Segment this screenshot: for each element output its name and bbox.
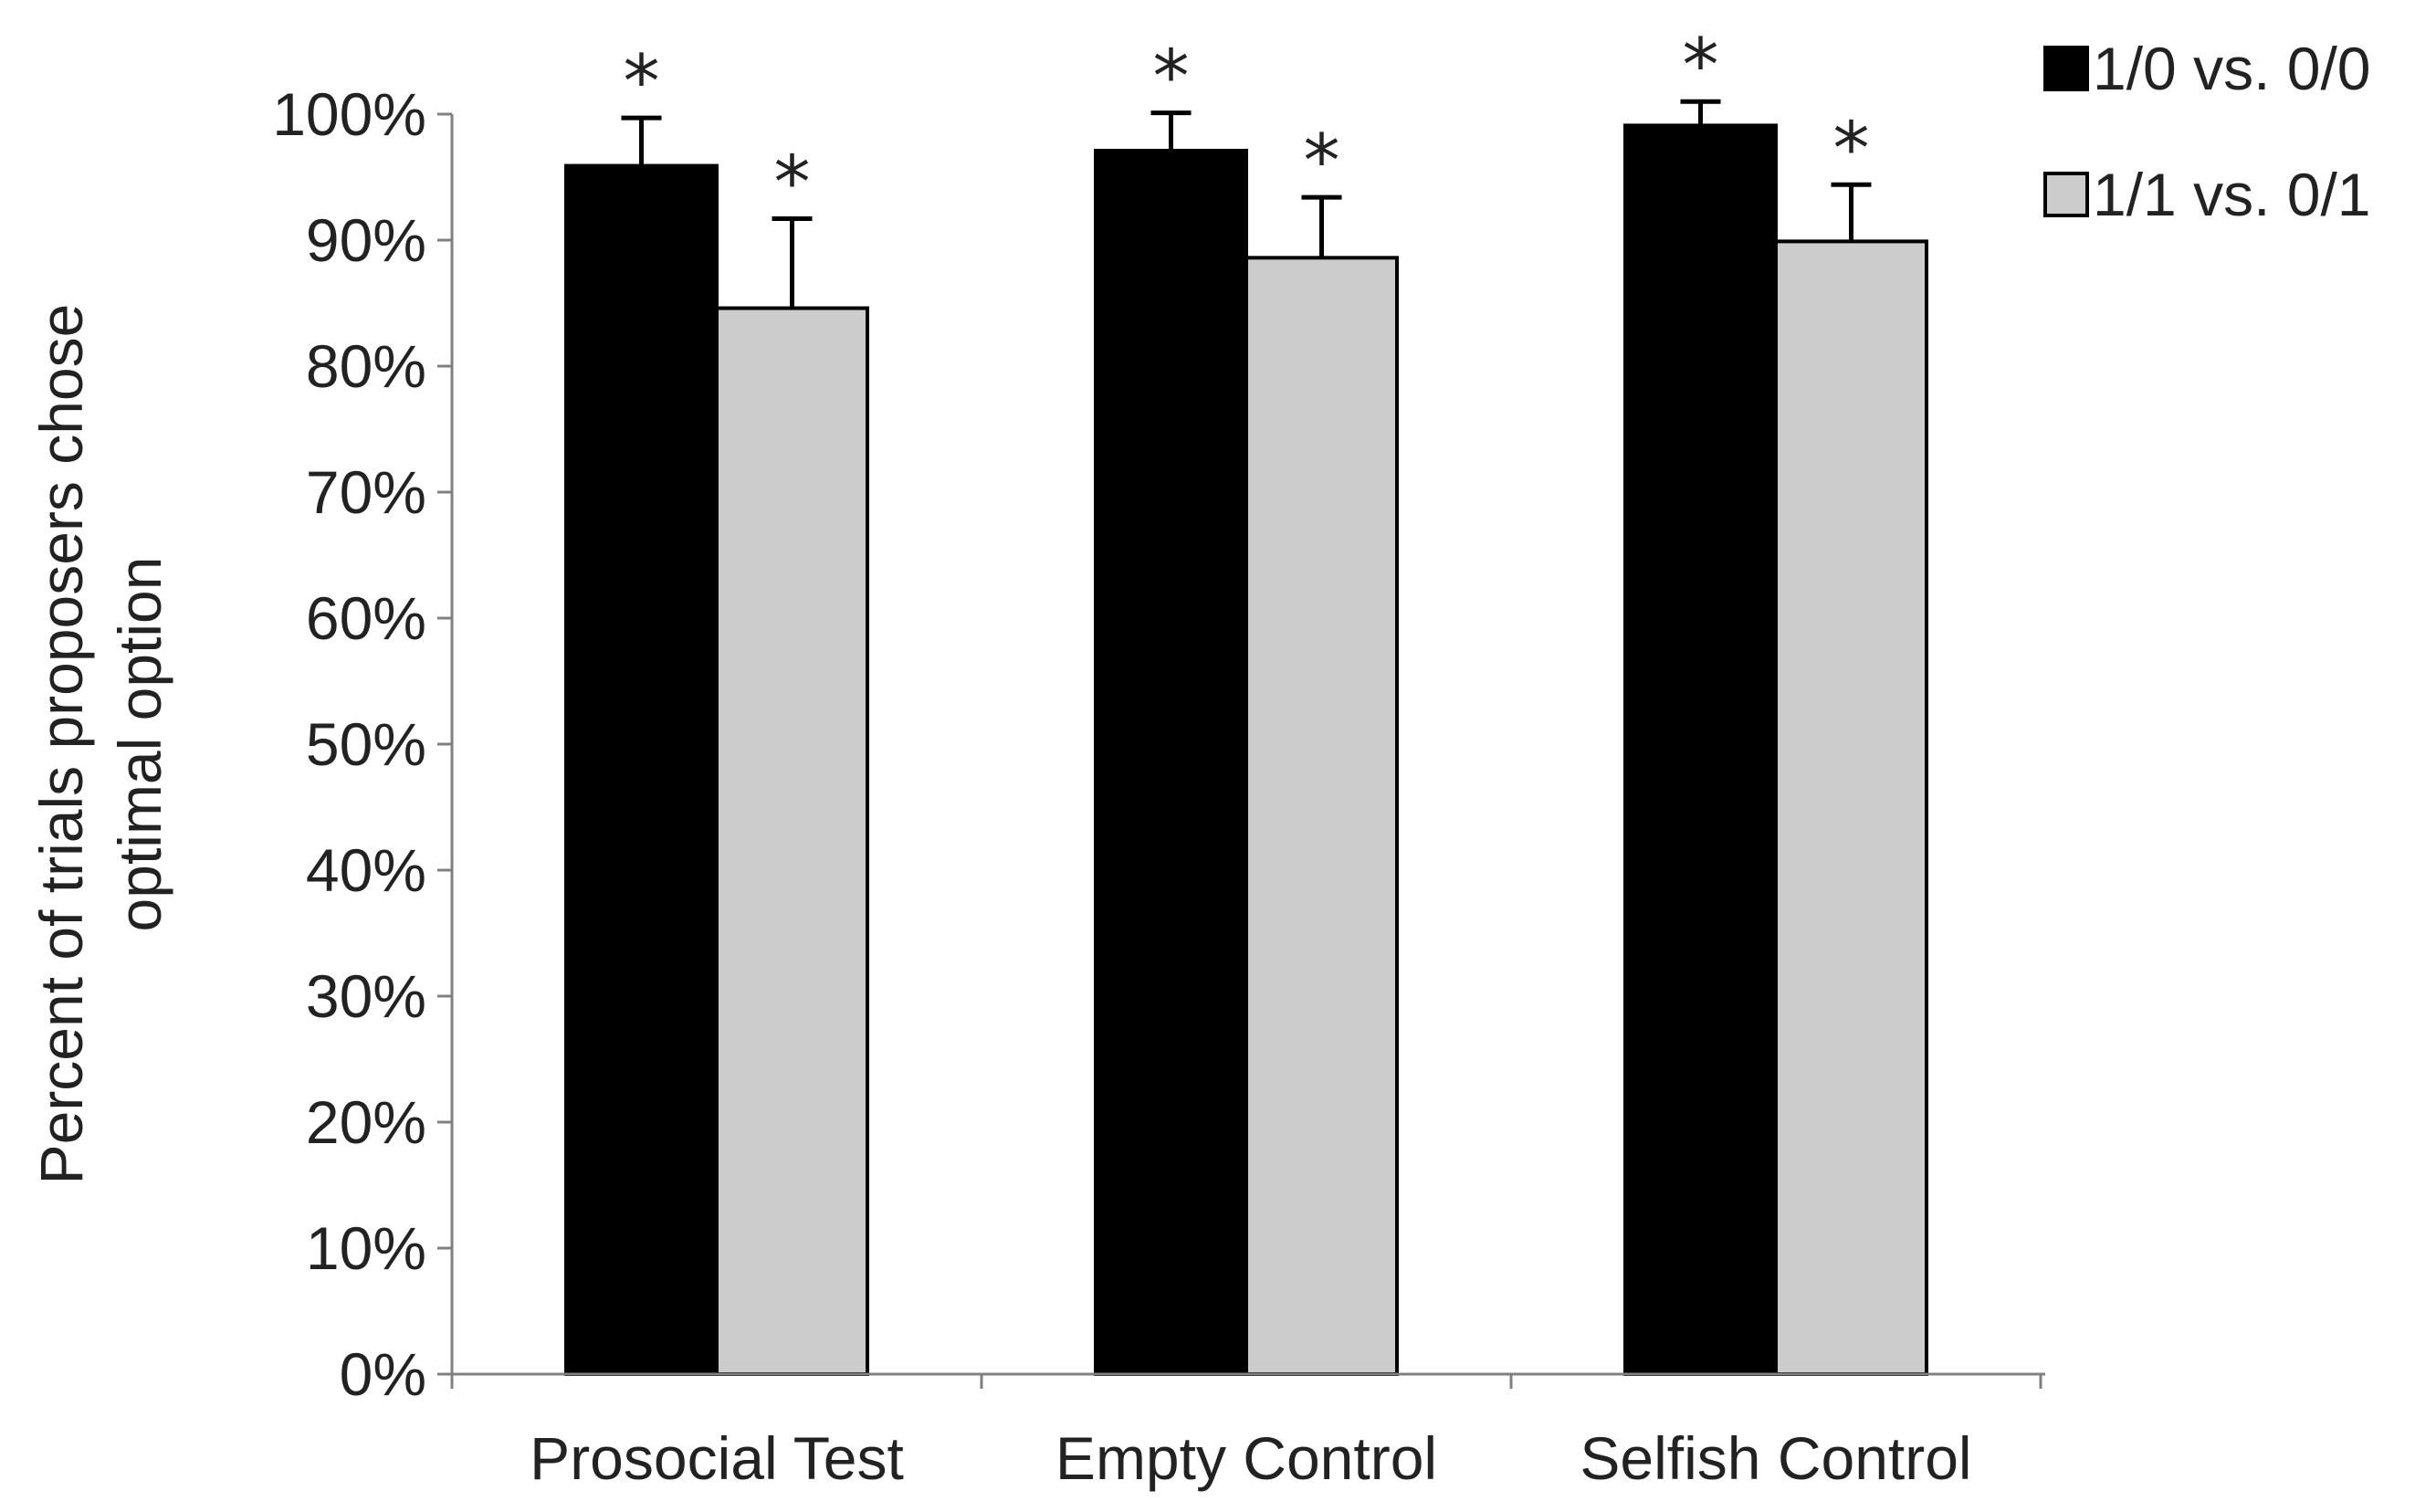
- y-axis-title-line: optimal option: [106, 557, 173, 932]
- y-axis-title-line: Percent of trials proposers chose: [27, 304, 95, 1185]
- legend-label: 1/0 vs. 0/0: [2093, 35, 2371, 102]
- bars: * * * * * *: [564, 23, 1928, 1377]
- y-axis-ticks: 0% 10% 20% 30% 40% 50% 60% 70% 80% 90% 100%: [272, 80, 452, 1408]
- significance-marker: *: [624, 39, 660, 124]
- legend-swatch: [2043, 46, 2089, 91]
- significance-marker: *: [774, 141, 811, 226]
- y-tick-label: 70%: [306, 458, 426, 526]
- legend: 1/0 vs. 0/0 1/1 vs. 0/1: [2043, 35, 2371, 228]
- category-label: Empty Control: [1055, 1424, 1437, 1492]
- significance-marker: *: [1683, 23, 1719, 108]
- bar: [1623, 123, 1778, 1376]
- y-tick-label: 30%: [306, 962, 426, 1030]
- category-labels: Prosocial Test Empty Control Selfish Contr…: [530, 1424, 1971, 1492]
- legend-swatch: [2043, 172, 2089, 217]
- bar: [1244, 256, 1399, 1377]
- y-tick-label: 80%: [306, 332, 426, 400]
- significance-marker: *: [1304, 119, 1340, 204]
- axes: [450, 114, 2045, 1389]
- bar: [1094, 149, 1248, 1376]
- category-label: Selfish Control: [1580, 1424, 1971, 1492]
- y-tick-label: 20%: [306, 1088, 426, 1156]
- y-tick-label: 10%: [306, 1214, 426, 1282]
- bar: [1774, 239, 1928, 1376]
- legend-label: 1/1 vs. 0/1: [2093, 161, 2371, 228]
- y-tick-label: 50%: [306, 710, 426, 778]
- significance-marker: *: [1833, 106, 1870, 191]
- category-label: Prosocial Test: [530, 1424, 904, 1492]
- y-axis-title: Percent of trials proposers chose optimal…: [27, 304, 173, 1185]
- bar: [564, 163, 719, 1377]
- y-tick-label: 60%: [306, 584, 426, 652]
- y-tick-label: 100%: [272, 80, 426, 148]
- y-axis-label: Percent of trials proposers chose optimal…: [27, 304, 173, 1185]
- y-tick-label: 90%: [306, 206, 426, 274]
- bar: [715, 306, 869, 1376]
- y-tick-label: 40%: [306, 836, 426, 904]
- y-tick-label: 0%: [340, 1340, 426, 1408]
- significance-marker: *: [1153, 35, 1190, 120]
